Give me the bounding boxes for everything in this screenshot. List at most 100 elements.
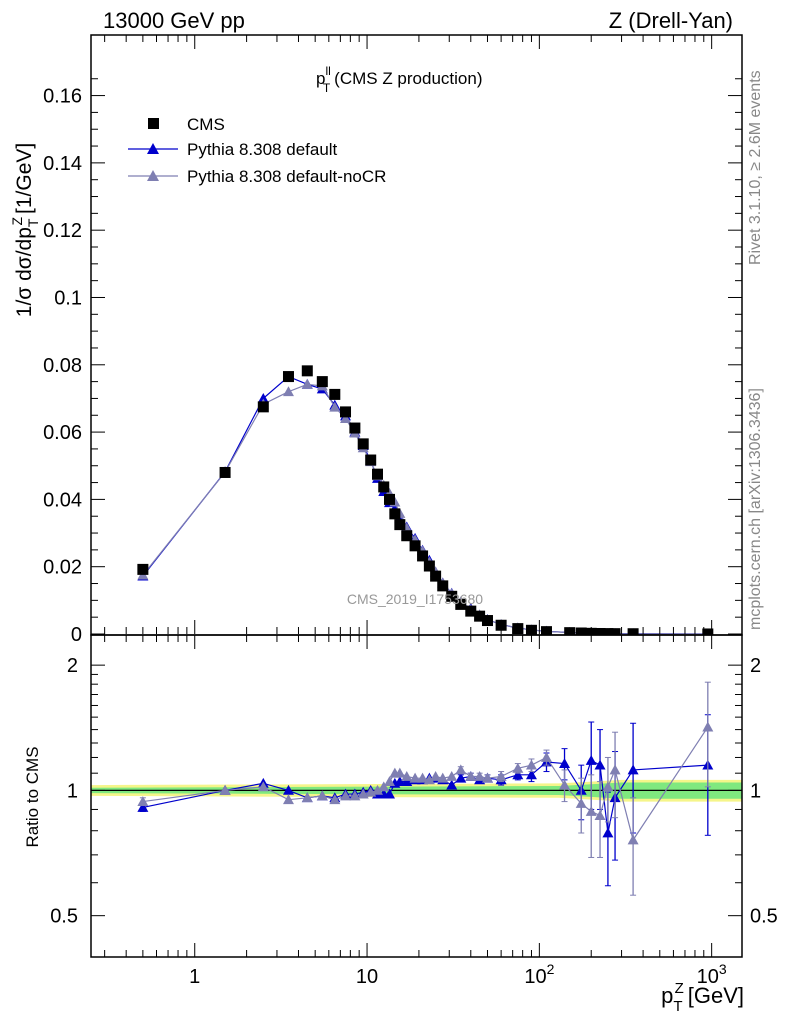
ratio-point-1 <box>137 796 149 806</box>
data-point <box>423 560 435 572</box>
data-point <box>702 628 714 635</box>
ratio-panel <box>137 681 714 896</box>
ratio-point-1 <box>301 792 313 803</box>
ratio-point-1 <box>372 784 384 795</box>
ratio-point-1 <box>282 794 294 805</box>
y-tick-label: 0.1 <box>54 287 82 309</box>
legend-marker-mc1 <box>147 143 159 154</box>
ratio-frame <box>90 634 743 958</box>
rivet-label: Rivet 3.1.10, ≥ 2.6M events <box>747 70 764 265</box>
data-point <box>594 627 606 635</box>
y-tick-label: 0.04 <box>43 489 82 511</box>
data-point <box>540 626 552 635</box>
data-point <box>401 530 413 542</box>
ratio-y-label: Ratio to CMS <box>23 746 42 847</box>
ratio-point-1 <box>702 721 714 732</box>
data-point <box>316 376 328 388</box>
data-point <box>301 365 313 377</box>
data-point <box>602 628 614 635</box>
data-point <box>417 550 429 562</box>
ratio-point-1 <box>219 784 231 795</box>
ratio-point-1 <box>525 759 537 770</box>
legend-label-mc2: Pythia 8.308 default-noCR <box>187 167 386 186</box>
data-point <box>219 466 231 478</box>
data-point <box>365 454 377 466</box>
y-tick-label: 0.08 <box>43 355 82 377</box>
data-point <box>430 570 442 582</box>
legend-label-mc1: Pythia 8.308 default <box>187 140 338 159</box>
x-tick-exponent: 3 <box>719 961 727 977</box>
data-point <box>465 605 477 617</box>
ratio-point-1 <box>423 774 435 785</box>
ratio-point-0 <box>512 769 524 780</box>
y-tick-label: 0.02 <box>43 557 82 579</box>
legend-marker-cms <box>148 118 159 129</box>
data-point <box>137 563 149 575</box>
x-tick-label: 1 <box>189 966 200 988</box>
ratio-point-1 <box>481 772 493 783</box>
y-axis-label: 1/σ dσ/dpTZ[1/GeV] <box>9 143 41 317</box>
ratio-point-0 <box>384 788 396 799</box>
ratio-point-1 <box>540 751 552 762</box>
data-point <box>378 481 390 493</box>
data-point <box>394 519 406 531</box>
data-point <box>609 628 621 635</box>
mcplots-label: mcplots.cern.ch [arXiv:1306.3436] <box>747 388 764 630</box>
ratio-point-0 <box>627 764 639 775</box>
ratio-point-0 <box>585 754 597 765</box>
data-point <box>257 401 269 413</box>
ratio-point-1 <box>378 781 390 792</box>
axes: 1 10 102 10300.020.040.060.080.10.120.140.1… <box>43 35 778 988</box>
ratio-point-0 <box>559 758 571 768</box>
data-point <box>357 438 369 450</box>
data-point <box>575 627 587 635</box>
header-left: 13000 GeV pp <box>103 8 245 33</box>
ratio-point-1 <box>340 790 352 801</box>
data-point <box>384 493 396 505</box>
ratio-point-1 <box>417 772 429 783</box>
data-point <box>282 371 294 383</box>
ratio-point-0 <box>446 779 458 790</box>
ratio-y-tick-label: 1 <box>67 780 78 802</box>
ratio-point-1 <box>257 781 269 792</box>
main-point-2 <box>329 401 341 412</box>
data-point <box>349 422 361 434</box>
x-tick-label: 10 <box>356 966 378 988</box>
ratio-point-1 <box>609 764 621 775</box>
ratio-point-1 <box>602 781 614 792</box>
ratio-point-1 <box>430 771 442 781</box>
ratio-point-1 <box>594 810 606 820</box>
x-tick-label: 102 <box>524 961 554 988</box>
ratio-point-1 <box>495 771 507 781</box>
ratio-point-1 <box>384 776 396 786</box>
main-point-2 <box>340 413 352 424</box>
ratio-point-1 <box>446 771 458 781</box>
ratio-point-1 <box>559 779 571 790</box>
ratio-point-1 <box>409 772 421 783</box>
data-point <box>446 590 458 602</box>
ratio-y-tick-label-right: 0.5 <box>750 906 778 928</box>
ratio-point-1 <box>575 798 587 808</box>
ratio-point-1 <box>437 772 449 783</box>
ratio-point-1 <box>329 794 341 805</box>
ratio-y-tick-label: 2 <box>67 655 78 677</box>
ratio-point-1 <box>316 790 328 801</box>
ratio-point-0 <box>525 769 537 780</box>
ratio-point-1 <box>349 790 361 801</box>
data-point <box>495 619 507 631</box>
data-point <box>455 598 467 610</box>
plot-title: pll T (CMS Z production) <box>316 64 482 95</box>
ratio-point-0 <box>602 827 614 838</box>
ratio-y-tick-label-right: 1 <box>750 780 761 802</box>
ratio-y-tick-label-right: 2 <box>750 655 761 677</box>
ratio-point-0 <box>282 784 294 795</box>
ratio-point-1 <box>585 805 597 816</box>
header-right: Z (Drell-Yan) <box>609 8 733 33</box>
y-tick-label: 0.12 <box>43 220 82 242</box>
ratio-point-1 <box>627 834 639 845</box>
ratio-point-0 <box>594 759 606 770</box>
main-point-1 <box>257 392 269 403</box>
data-point <box>564 627 576 635</box>
y-tick-label: 0.14 <box>43 153 82 175</box>
